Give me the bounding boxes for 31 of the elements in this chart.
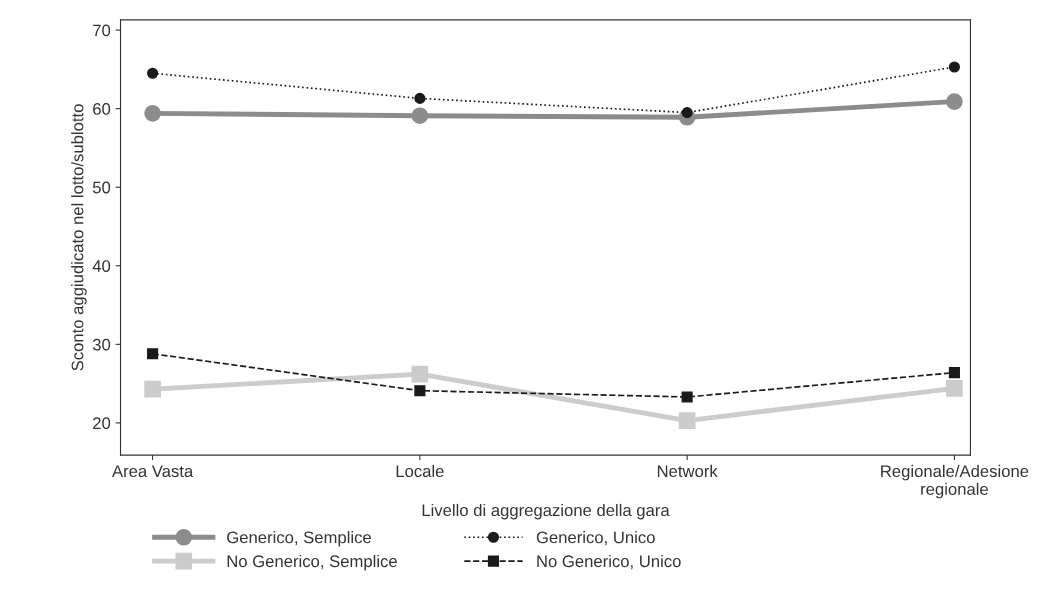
legend-label: No Generico, Unico	[537, 554, 681, 570]
x-tick-label: Locale	[396, 464, 444, 478]
legend-label: Generico, Semplice	[227, 531, 371, 547]
y-tick-label: 70	[93, 24, 111, 37]
point	[414, 385, 426, 397]
y-tick-label: 30	[92, 338, 111, 351]
x-tick-label: Regionale/Adesione regionale	[881, 464, 1029, 499]
point	[147, 348, 159, 360]
point	[948, 367, 960, 379]
y-tick-label: 40	[92, 260, 111, 272]
point	[411, 365, 429, 383]
y-tick-label: 20	[93, 417, 111, 430]
legend-label: No Generico, Semplice	[227, 554, 397, 571]
point	[681, 391, 693, 403]
y-tick-label: 50	[92, 181, 111, 194]
x-tick-label: Network	[657, 464, 718, 478]
point	[948, 61, 960, 73]
y-tick-label: 60	[93, 103, 111, 115]
x-tick-label: Area Vasta	[112, 465, 194, 478]
point	[678, 412, 696, 429]
point	[411, 107, 429, 125]
point	[681, 107, 693, 119]
point	[946, 379, 963, 397]
point	[144, 105, 161, 122]
point	[147, 67, 159, 79]
point	[144, 380, 161, 398]
point	[946, 93, 963, 110]
point	[414, 92, 426, 104]
x-axis-title: Livello di aggregazione della gara	[422, 503, 670, 520]
legend-label: Generico, Unico	[536, 531, 655, 546]
y-axis-title: Sconto aggiudicato nel lotto/sublotto	[71, 104, 87, 371]
